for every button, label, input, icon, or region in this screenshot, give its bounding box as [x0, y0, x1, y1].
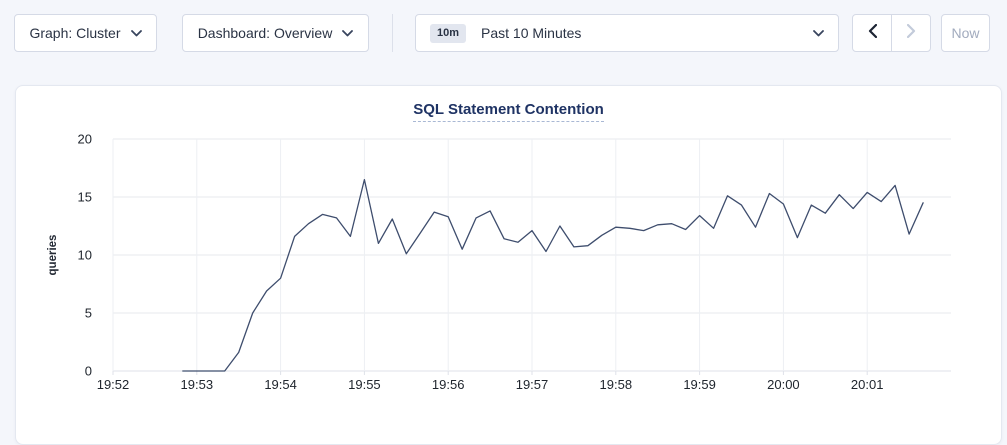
svg-text:19:55: 19:55: [348, 377, 381, 392]
chevron-down-icon: [342, 29, 354, 37]
now-button-label: Now: [951, 25, 980, 41]
next-time-button[interactable]: [891, 15, 930, 51]
svg-text:19:59: 19:59: [683, 377, 716, 392]
svg-text:20: 20: [78, 132, 92, 147]
time-range-selector[interactable]: 10m Past 10 Minutes: [415, 14, 839, 52]
graph-scope-label: Graph: Cluster: [29, 25, 121, 41]
svg-text:19:52: 19:52: [97, 377, 130, 392]
svg-text:20:01: 20:01: [851, 377, 884, 392]
svg-text:5: 5: [85, 306, 92, 321]
svg-text:19:54: 19:54: [264, 377, 297, 392]
metrics-page: Graph: Cluster Dashboard: Overview 10m P…: [14, 14, 1002, 445]
svg-text:19:53: 19:53: [181, 377, 214, 392]
svg-text:queries: queries: [47, 235, 59, 276]
chart-title-wrap: SQL Statement Contention: [16, 101, 1001, 122]
time-range-badge: 10m: [430, 23, 467, 43]
previous-time-button[interactable]: [853, 15, 891, 51]
svg-text:20:00: 20:00: [767, 377, 800, 392]
chevron-right-icon: [906, 23, 916, 43]
time-range-label: Past 10 Minutes: [481, 25, 582, 41]
dashboard-dropdown[interactable]: Dashboard: Overview: [182, 14, 369, 52]
svg-text:15: 15: [78, 190, 92, 205]
chevron-left-icon: [868, 23, 877, 43]
graph-scope-dropdown[interactable]: Graph: Cluster: [14, 14, 157, 52]
svg-text:0: 0: [85, 364, 92, 379]
svg-text:19:57: 19:57: [516, 377, 549, 392]
svg-text:19:58: 19:58: [600, 377, 633, 392]
svg-text:10: 10: [78, 248, 92, 263]
svg-text:19:56: 19:56: [432, 377, 465, 392]
dashboard-label: Dashboard: Overview: [197, 25, 333, 41]
chart-card: 0 5 10 15 20 19:52 19:53 19:54 19:55 19:56 19:57 19…: [15, 85, 1002, 445]
chevron-down-icon: [130, 29, 142, 37]
sql-contention-chart[interactable]: 0 5 10 15 20 19:52 19:53 19:54 19:55 19:56 19:57 19…: [16, 86, 1003, 406]
toolbar-divider: [392, 14, 393, 52]
now-button[interactable]: Now: [941, 14, 990, 52]
time-step-button-group: [852, 14, 931, 52]
chevron-down-icon: [813, 29, 824, 37]
chart-title[interactable]: SQL Statement Contention: [413, 101, 604, 122]
